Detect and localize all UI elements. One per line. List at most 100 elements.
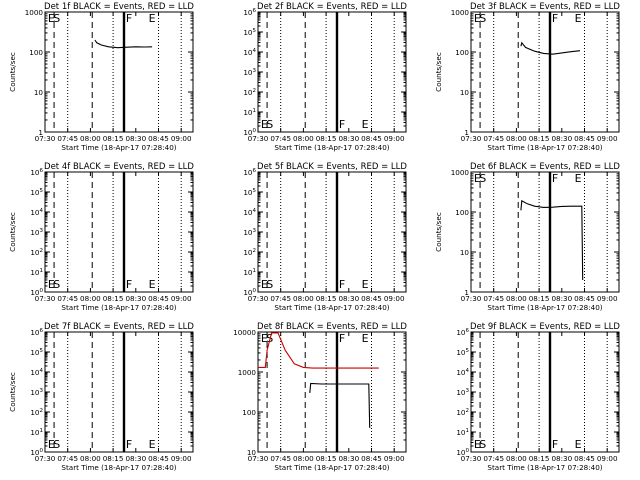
panel-title: Det 9f BLACK = Events, RED = LLD <box>470 322 620 332</box>
x-tick-label: 08:45 <box>361 294 382 303</box>
y-tick-label: 106 <box>456 328 469 337</box>
event-flag-s: S <box>479 12 486 25</box>
x-tick-label: 08:00 <box>506 454 527 463</box>
event-flag-f: F <box>126 278 132 291</box>
x-tick-label: 08:15 <box>529 294 550 303</box>
y-tick-label: 105 <box>456 348 469 357</box>
x-tick-label: 08:30 <box>338 134 359 143</box>
y-axis-label: Counts/sec <box>434 212 443 252</box>
event-flag-s: S <box>266 118 273 131</box>
panel-title: Det 7f BLACK = Events, RED = LLD <box>44 322 194 332</box>
y-tick-label: 101 <box>456 428 469 437</box>
y-tick-label: 100 <box>455 208 469 217</box>
y-tick-label: 104 <box>30 208 43 217</box>
panel-9: Det 9f BLACK = Events, RED = LLD 07:30 07:… <box>456 322 620 472</box>
x-axis-label: Start Time (18-Apr-17 07:28:40) <box>61 143 176 152</box>
panel-title: Det 2f BLACK = Events, RED = LLD <box>257 2 407 12</box>
x-tick-label: 08:30 <box>125 294 146 303</box>
x-tick-label: 09:00 <box>171 294 192 303</box>
x-tick-label: 07:30 <box>248 294 269 303</box>
panel-title: Det 5f BLACK = Events, RED = LLD <box>257 162 407 172</box>
x-tick-label: 08:45 <box>574 134 595 143</box>
event-flag-s: S <box>479 438 486 451</box>
event-flag-e: E <box>261 332 268 345</box>
y-axis-label: Counts/sec <box>8 52 17 92</box>
plot-frame <box>470 171 620 293</box>
y-tick-label: 103 <box>456 388 469 397</box>
x-tick-label: 09:00 <box>171 134 192 143</box>
x-tick-label: 09:00 <box>384 454 405 463</box>
y-tick-label: 102 <box>243 248 256 257</box>
panel-title: Det 1f BLACK = Events, RED = LLD <box>44 2 194 12</box>
event-flag-f: F <box>339 278 345 291</box>
y-tick-label: 1000 <box>25 8 44 17</box>
x-tick-label: 07:45 <box>270 454 291 463</box>
x-tick-label: 08:30 <box>338 454 359 463</box>
x-tick-label: 08:15 <box>103 454 124 463</box>
x-tick-label: 07:30 <box>35 454 56 463</box>
x-tick-label: 07:30 <box>248 134 269 143</box>
y-tick-label: 10 <box>460 88 470 97</box>
x-tick-label: 08:00 <box>80 134 101 143</box>
y-tick-label: 10 <box>34 88 44 97</box>
y-tick-label: 1000 <box>451 168 470 177</box>
y-tick-label: 10 <box>460 248 470 257</box>
y-tick-label: 106 <box>30 328 43 337</box>
y-tick-label: 101 <box>30 268 43 277</box>
event-flag-f: F <box>552 12 558 25</box>
event-flag-e: E <box>474 12 481 25</box>
x-tick-label: 08:15 <box>529 454 550 463</box>
x-tick-label: 08:30 <box>125 454 146 463</box>
event-flag-f: F <box>339 118 345 131</box>
x-tick-label: 09:00 <box>597 454 618 463</box>
x-tick-label: 08:30 <box>125 134 146 143</box>
x-tick-label: 08:00 <box>293 134 314 143</box>
x-axis-label: Start Time (18-Apr-17 07:28:40) <box>487 463 602 472</box>
event-flag-f: F <box>126 438 132 451</box>
event-flag-e: E <box>362 278 369 291</box>
y-tick-label: 103 <box>243 68 256 77</box>
x-tick-label: 07:30 <box>461 454 482 463</box>
event-flag-s: S <box>53 438 60 451</box>
event-flag-e: E <box>149 438 156 451</box>
x-axis-label: Start Time (18-Apr-17 07:28:40) <box>274 463 389 472</box>
y-tick-label: 1000 <box>451 8 470 17</box>
panel-4: Det 4f BLACK = Events, RED = LLD 07:30 07:… <box>8 162 194 312</box>
x-tick-label: 07:30 <box>248 454 269 463</box>
y-tick-label: 1000 <box>238 368 257 377</box>
y-tick-label: 105 <box>30 188 43 197</box>
x-tick-label: 09:00 <box>384 134 405 143</box>
x-tick-label: 07:45 <box>57 294 78 303</box>
x-tick-label: 09:00 <box>384 294 405 303</box>
event-flag-e: E <box>261 278 268 291</box>
y-tick-label: 104 <box>243 208 256 217</box>
y-tick-label: 100 <box>243 128 256 137</box>
y-tick-label: 1 <box>38 128 43 137</box>
y-tick-label: 102 <box>456 408 469 417</box>
event-flag-e: E <box>575 12 582 25</box>
event-flag-f: F <box>552 172 558 185</box>
series-line <box>258 332 379 369</box>
y-tick-label: 1 <box>464 128 469 137</box>
y-tick-label: 100 <box>30 288 43 297</box>
x-tick-label: 08:15 <box>103 134 124 143</box>
y-tick-label: 101 <box>243 108 256 117</box>
event-flag-e: E <box>261 118 268 131</box>
event-flag-e: E <box>48 438 55 451</box>
x-tick-label: 08:30 <box>551 134 572 143</box>
x-axis-label: Start Time (18-Apr-17 07:28:40) <box>487 303 602 312</box>
panel-8: Det 8f BLACK = Events, RED = LLD 07:30 07:… <box>233 322 407 472</box>
x-tick-label: 08:45 <box>361 454 382 463</box>
x-tick-label: 07:30 <box>35 294 56 303</box>
x-tick-label: 08:45 <box>574 294 595 303</box>
event-flag-s: S <box>53 12 60 25</box>
x-tick-label: 07:45 <box>270 134 291 143</box>
x-tick-label: 07:45 <box>483 294 504 303</box>
panel-title: Det 8f BLACK = Events, RED = LLD <box>257 322 407 332</box>
y-tick-label: 106 <box>243 168 256 177</box>
x-tick-label: 08:15 <box>316 454 337 463</box>
y-tick-label: 104 <box>243 48 256 57</box>
y-tick-label: 103 <box>30 388 43 397</box>
x-tick-label: 08:45 <box>361 134 382 143</box>
